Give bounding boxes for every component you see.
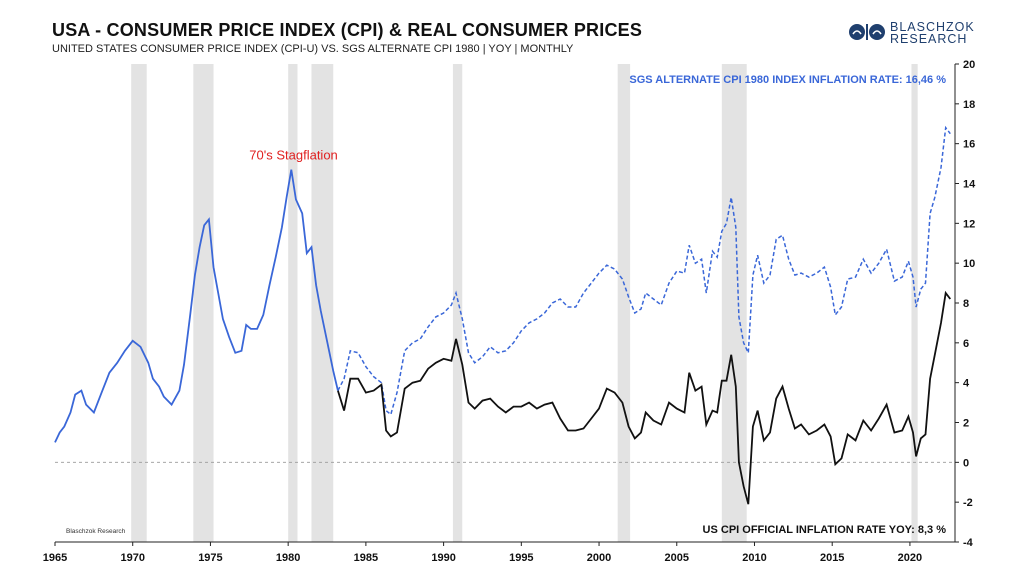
cpi-inflation-label: US CPI OFFICIAL INFLATION RATE YOY: 8,3 … [703, 524, 947, 536]
recession-band [311, 64, 334, 542]
watermark-text: Blaschzok Research [66, 528, 126, 535]
x-tick-label: 2000 [587, 552, 611, 564]
x-tick-label: 1965 [43, 552, 67, 564]
brand-logo: BLASCHZOK RESEARCH [848, 18, 988, 48]
x-tick-label: 1975 [198, 552, 222, 564]
recession-band [131, 64, 147, 542]
recession-band [193, 64, 214, 542]
chart-title: USA - CONSUMER PRICE INDEX (CPI) & REAL … [52, 20, 643, 40]
x-tick-label: 2010 [742, 552, 766, 564]
y-tick-label: -2 [963, 497, 973, 509]
x-tick-label: 2020 [898, 552, 922, 564]
x-tick-label: 2005 [665, 552, 689, 564]
recession-bands [131, 64, 918, 542]
y-tick-label: 8 [963, 298, 969, 310]
x-tick-label: 1990 [431, 552, 455, 564]
y-tick-label: 6 [963, 338, 969, 350]
y-tick-label: 14 [963, 179, 976, 191]
x-tick-label: 1985 [354, 552, 378, 564]
y-tick-label: 0 [963, 457, 969, 469]
logo-line-2: RESEARCH [890, 32, 968, 46]
y-tick-label: -4 [963, 537, 974, 549]
y-tick-label: 12 [963, 218, 975, 230]
us-cpi-line [337, 290, 952, 505]
y-tick-label: 20 [963, 59, 975, 71]
chart-subtitle: UNITED STATES CONSUMER PRICE INDEX (CPI-… [52, 43, 574, 55]
x-axis-ticks: 1965 1970 1975 1980 1985 1990 1995 2000 2005 2010… [43, 542, 922, 564]
recession-band [452, 64, 463, 542]
sgs-alternate-cpi-line [337, 125, 951, 416]
recession-band [617, 64, 631, 542]
recession-band [288, 64, 298, 542]
sgs-inflation-label: SGS ALTERNATE CPI 1980 INDEX INFLATION R… [629, 74, 946, 86]
stagflation-annotation: 70's Stagflation [249, 148, 338, 163]
y-axis-ticks: -4 -2 0 2 4 6 8 10 12 14 16 18 20 [955, 59, 976, 549]
recession-band [911, 64, 918, 542]
y-tick-label: 2 [963, 418, 969, 430]
logo-wordmark: BLASCHZOK RESEARCH [890, 20, 975, 46]
pre-1983-overlap-line [54, 169, 339, 443]
x-tick-label: 1980 [276, 552, 300, 564]
x-tick-label: 1970 [120, 552, 144, 564]
y-tick-label: 4 [963, 378, 970, 390]
recession-band [721, 64, 747, 542]
y-tick-label: 16 [963, 139, 975, 151]
scales-logo-icon [849, 23, 885, 41]
logo-line-1: BLASCHZOK [890, 20, 975, 34]
y-tick-label: 18 [963, 99, 975, 111]
y-tick-label: 10 [963, 258, 975, 270]
x-tick-label: 1995 [509, 552, 533, 564]
x-tick-label: 2015 [820, 552, 844, 564]
